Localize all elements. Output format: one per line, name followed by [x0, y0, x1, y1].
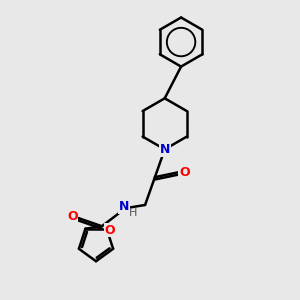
- Text: N: N: [160, 143, 170, 156]
- Text: O: O: [105, 224, 115, 237]
- Text: N: N: [118, 200, 129, 213]
- Text: H: H: [128, 208, 137, 218]
- Text: O: O: [179, 166, 190, 179]
- Text: O: O: [67, 210, 78, 223]
